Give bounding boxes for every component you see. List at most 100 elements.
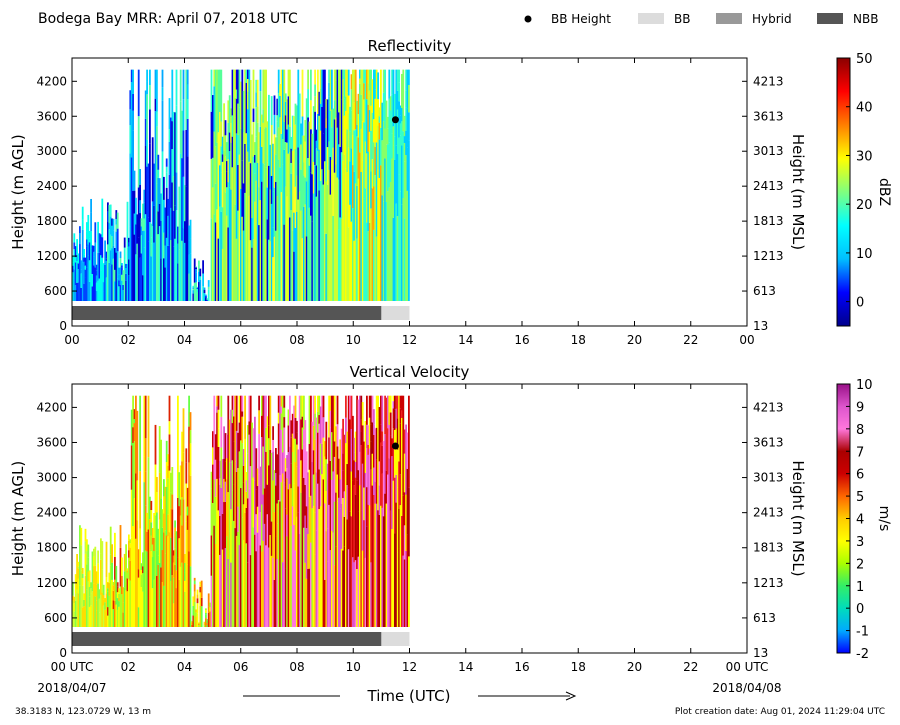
- heatmap-cell: [119, 547, 122, 587]
- heatmap-cell: [192, 285, 195, 288]
- heatmap-cell: [140, 587, 143, 627]
- heatmap-cell: [294, 550, 297, 627]
- heatmap-cell: [389, 128, 392, 183]
- heatmap-cell: [237, 432, 239, 469]
- heatmap-cell: [403, 115, 406, 137]
- heatmap-cell: [294, 186, 297, 228]
- heatmap-cell: [326, 528, 329, 562]
- heatmap-cell: [269, 534, 272, 627]
- heatmap-cell: [273, 134, 276, 188]
- heatmap-cell: [146, 570, 148, 627]
- heatmap-cell: [262, 109, 265, 123]
- x-tick-label: 20: [627, 333, 642, 347]
- heatmap-cell: [303, 206, 305, 301]
- heatmap-cell: [220, 172, 223, 212]
- heatmap-cell: [238, 154, 241, 301]
- heatmap-cell: [181, 562, 183, 627]
- heatmap-cell: [326, 561, 329, 627]
- heatmap-cell: [373, 409, 375, 425]
- y-tick-label-right: 3613: [753, 435, 784, 449]
- heatmap-cell: [213, 214, 216, 301]
- heatmap-cell: [205, 297, 207, 301]
- heatmap-cell: [403, 161, 406, 219]
- heatmap-cell: [112, 585, 115, 591]
- heatmap-cell: [311, 421, 314, 463]
- heatmap-cell: [74, 246, 77, 258]
- heatmap-cell: [189, 475, 192, 567]
- heatmap-cell: [88, 606, 91, 627]
- heatmap-cell: [277, 412, 280, 424]
- heatmap-cell: [391, 94, 393, 118]
- heatmap-cell: [329, 110, 332, 158]
- heatmap-cell: [219, 485, 221, 516]
- heatmap-cell: [168, 434, 171, 471]
- heatmap-cell: [227, 122, 230, 160]
- heatmap-cell: [254, 416, 256, 481]
- heatmap-cell: [122, 270, 125, 285]
- heatmap-cell: [156, 126, 158, 184]
- heatmap-cell: [79, 585, 81, 627]
- colorbar-tick-label: 8: [856, 423, 864, 438]
- heatmap-cell: [235, 471, 238, 536]
- heatmap-cell: [373, 424, 375, 435]
- heatmap-cell: [333, 100, 336, 120]
- heatmap-cell: [125, 544, 127, 564]
- heatmap-cell: [266, 162, 269, 188]
- heatmap-cell: [140, 226, 143, 236]
- heatmap-cell: [233, 395, 235, 417]
- heatmap-cell: [192, 288, 195, 291]
- heatmap-cell: [258, 187, 260, 226]
- heatmap-cell: [185, 521, 188, 627]
- heatmap-cell: [310, 129, 312, 173]
- heatmap-cell: [139, 169, 141, 185]
- heatmap-cell: [300, 492, 302, 627]
- heatmap-cell: [284, 115, 287, 143]
- heatmap-cell: [399, 135, 402, 192]
- heatmap-cell: [304, 141, 307, 178]
- heatmap-cell: [147, 529, 150, 627]
- heatmap-cell: [128, 246, 130, 260]
- heatmap-cell: [282, 139, 284, 165]
- heatmap-cell: [140, 235, 143, 254]
- heatmap-cell: [370, 208, 372, 301]
- heatmap-cell: [137, 237, 140, 301]
- heatmap-cell: [318, 149, 321, 191]
- heatmap-cell: [363, 198, 365, 301]
- heatmap-cell: [380, 505, 382, 627]
- heatmap-cell: [259, 91, 262, 127]
- heatmap-cell: [293, 483, 295, 525]
- heatmap-cell: [382, 201, 385, 301]
- heatmap-cell: [298, 191, 301, 301]
- heatmap-cell: [319, 130, 322, 181]
- heatmap-cell: [216, 406, 218, 413]
- heatmap-cell: [227, 558, 230, 627]
- heatmap-cell: [235, 430, 238, 472]
- heatmap-cell: [219, 206, 221, 301]
- heatmap-cell: [371, 79, 374, 113]
- heatmap-cell: [178, 472, 181, 507]
- heatmap-cell: [252, 239, 255, 301]
- heatmap-cell: [163, 513, 165, 533]
- heatmap-cell: [143, 202, 146, 219]
- heatmap-cell: [272, 257, 274, 301]
- heatmap-cell: [255, 514, 258, 552]
- heatmap-cell: [252, 121, 255, 157]
- heatmap-cell: [293, 405, 295, 439]
- heatmap-cell: [102, 291, 105, 301]
- heatmap-cell: [192, 290, 195, 294]
- heatmap-cell: [95, 600, 98, 611]
- heatmap-cell: [121, 575, 123, 595]
- heatmap-cell: [172, 603, 175, 627]
- heatmap-cell: [290, 173, 293, 210]
- y-tick-label-right: 1213: [753, 576, 784, 590]
- heatmap-cell: [213, 94, 216, 132]
- heatmap-cell: [220, 211, 223, 301]
- heatmap-cell: [115, 252, 118, 301]
- heatmap-cell: [198, 271, 200, 283]
- end-date: 2018/04/08: [712, 681, 781, 695]
- heatmap-cell: [286, 99, 288, 130]
- heatmap-cell: [198, 625, 200, 627]
- heatmap-cell: [196, 288, 199, 293]
- heatmap-cell: [347, 147, 350, 228]
- heatmap-cell: [261, 551, 263, 627]
